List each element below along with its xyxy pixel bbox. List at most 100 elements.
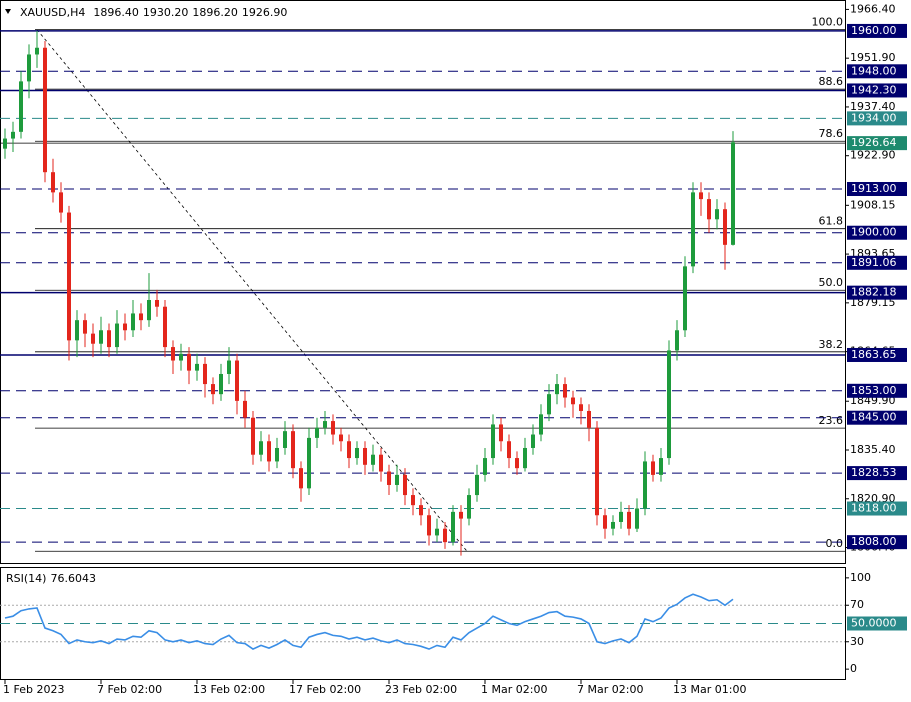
candle-body [547, 394, 551, 415]
y-tick-label: 1835.40 [850, 443, 896, 456]
candle-body [443, 528, 447, 543]
candle-body [531, 434, 535, 448]
y-tick-label: 1820.90 [850, 492, 896, 505]
rsi-title: RSI(14) 76.6043 [6, 572, 96, 585]
price-label-box [847, 136, 907, 151]
rsi-name: RSI(14) [6, 572, 46, 585]
candle-body [339, 434, 343, 442]
candle-body [19, 81, 23, 132]
candle-body [251, 417, 255, 455]
candle-body [67, 212, 71, 341]
candle-body [483, 458, 487, 475]
candle-body [75, 320, 79, 341]
y-tick-label: 1908.15 [850, 198, 896, 211]
candle-body [147, 299, 151, 321]
candle-body [675, 330, 679, 351]
price-label: 1913.00 [851, 182, 897, 195]
header-value: 1896.40 [93, 6, 139, 19]
price-label: 1926.64 [851, 136, 897, 149]
x-tick-label: 13 Mar 01:00 [673, 683, 746, 696]
candle-body [611, 521, 615, 529]
y-tick-label: 1966.40 [850, 2, 896, 15]
rsi-tick-label: 0 [850, 662, 857, 675]
x-tick-label: 23 Feb 02:00 [385, 683, 457, 696]
price-label-box [847, 23, 907, 38]
price-label-box [847, 255, 907, 270]
fib-label: 0.0 [826, 537, 844, 550]
price-label: 1818.00 [851, 502, 897, 515]
header-value: 1896.20 [192, 6, 238, 19]
candle-body [563, 384, 567, 398]
x-tick-label: 7 Feb 02:00 [97, 683, 162, 696]
candle-body [491, 424, 495, 459]
candle-body [419, 505, 423, 516]
price-label: 1845.00 [851, 411, 897, 424]
candle-body [91, 333, 95, 344]
price-label: 1942.30 [851, 83, 897, 96]
candle-body [651, 461, 655, 475]
fib-label: 61.8 [819, 215, 844, 228]
candle-body [35, 47, 39, 55]
candle-body [691, 192, 695, 267]
candle-body [699, 192, 703, 200]
candle-body [11, 131, 15, 139]
candle-body [227, 360, 231, 374]
price-label-box [847, 225, 907, 240]
rsi-tick-label: 70 [850, 598, 864, 611]
candle-body [315, 427, 319, 438]
candle-body [363, 447, 367, 465]
candle-body [291, 431, 295, 469]
candle-body [459, 511, 463, 519]
header-value: 1930.20 [143, 6, 189, 19]
price-label-box [847, 466, 907, 481]
candle-body [163, 306, 167, 348]
fib-label: 50.0 [819, 276, 844, 289]
price-label-box [847, 111, 907, 126]
rsi-tick-label: 30 [850, 635, 864, 648]
candle-body [667, 350, 671, 459]
x-tick-label: 1 Feb 2023 [3, 683, 64, 696]
candle-body [619, 511, 623, 522]
candle-body [203, 363, 207, 385]
price-label-box [847, 182, 907, 197]
candle-body [659, 458, 663, 475]
candle-body [539, 414, 543, 435]
candle-body [707, 199, 711, 220]
candle-body [107, 330, 111, 348]
candle-body [299, 468, 303, 489]
rsi-tick-label: 100 [850, 571, 871, 584]
candle-body [355, 447, 359, 459]
candle-body [131, 313, 135, 331]
candle-body [595, 427, 599, 516]
candle-body [195, 363, 199, 371]
candle-body [475, 474, 479, 496]
candle-body [171, 347, 175, 361]
candle-body [515, 458, 519, 469]
candle-body [219, 373, 223, 395]
header-value: 1926.90 [242, 6, 288, 19]
x-tick-label: 13 Feb 02:00 [193, 683, 265, 696]
price-label-box [847, 383, 907, 398]
price-label: 1891.06 [851, 256, 897, 269]
candle-body [395, 474, 399, 485]
candle-body [51, 172, 55, 193]
candle-body [683, 266, 687, 331]
y-tick-label: 1951.90 [850, 51, 896, 64]
collapse-icon [5, 9, 11, 14]
price-label-box [847, 501, 907, 516]
price-label-box [847, 347, 907, 362]
candle-body [323, 421, 327, 428]
candle-body [347, 441, 351, 459]
candle-body [571, 397, 575, 405]
price-label: 1853.00 [851, 384, 897, 397]
candle-body [731, 142, 735, 245]
price-label: 1808.00 [851, 535, 897, 548]
fib-label: 78.6 [819, 127, 844, 140]
rsi-level-box [847, 616, 907, 631]
fib-trendline [36, 29, 468, 552]
candle-body [307, 437, 311, 489]
fib-label: 23.6 [819, 414, 844, 427]
candle-body [411, 495, 415, 506]
candle-body [243, 400, 247, 418]
